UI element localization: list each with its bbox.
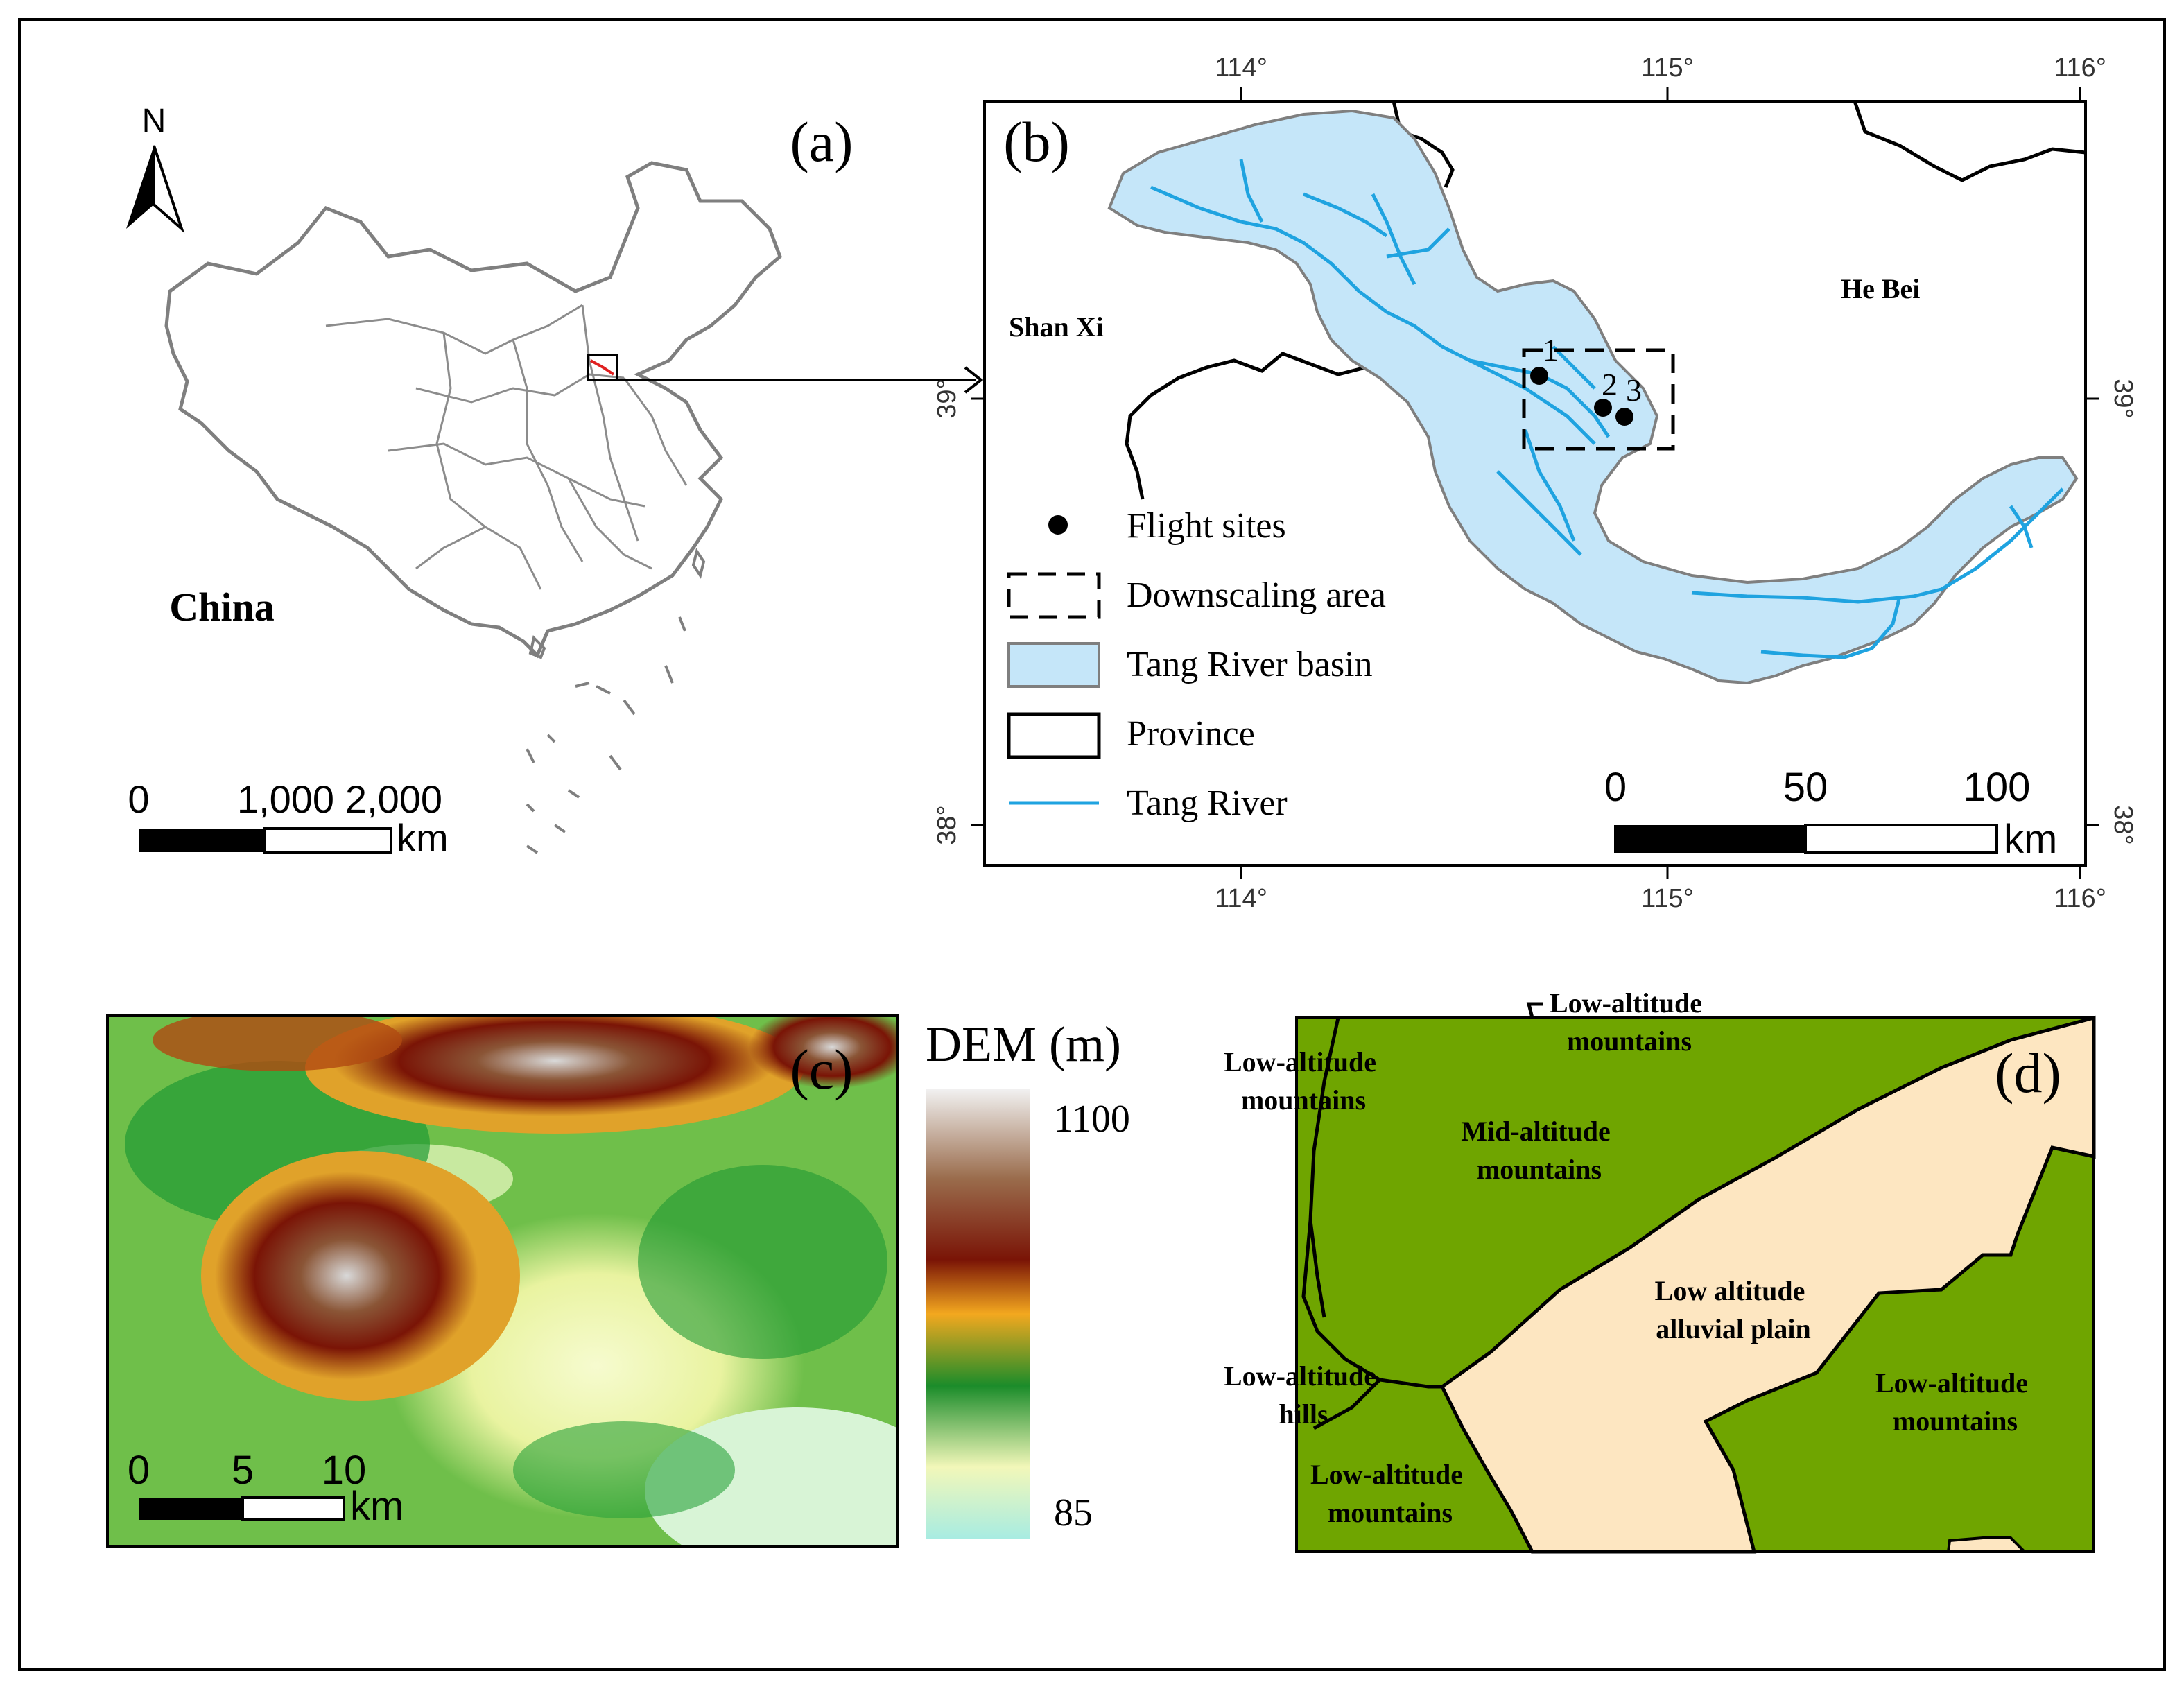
connector-arrow-head (964, 366, 984, 394)
scalebar-a-unit: km (397, 816, 449, 860)
panel-b-label: (b) (1003, 110, 1070, 173)
zone-label-hills: Low-altitude hills (1224, 1360, 1383, 1430)
country-label: China (169, 584, 275, 630)
legend-flight-sites-label: Flight sites (1127, 506, 1286, 546)
panel-b: 114° 115° 116° 114° 115° 116° 39° 38° 39… (933, 53, 2138, 913)
dem-legend-min: 85 (1054, 1491, 1093, 1534)
scalebar-b-unit: km (2004, 817, 2057, 862)
province-label-shanxi: Shan Xi (1009, 311, 1104, 343)
zone-label-top-mountains: Low-altitude mountains (1550, 987, 1709, 1057)
legend-province-label: Province (1127, 714, 1255, 754)
dem-legend-title: DEM (m) (926, 1016, 1121, 1072)
zone-label-right-mountains: Low-altitude mountains (1875, 1367, 2035, 1437)
scalebar-a-black (139, 829, 265, 852)
flight-site-2 (1594, 399, 1612, 417)
zone-label-alluvial-plain: Low altitude alluvial plain (1655, 1275, 1812, 1344)
top-tick-114: 114° (1215, 53, 1267, 83)
site-number-3: 3 (1626, 372, 1642, 408)
scalebar-b-black (1614, 825, 1805, 853)
bottom-tick-116: 116° (2054, 884, 2106, 913)
zone-label-mid-mountains: Mid-altitude mountains (1461, 1116, 1618, 1185)
site-number-1: 1 (1543, 332, 1559, 367)
scalebar-c-unit: km (350, 1484, 404, 1529)
tang-river-basin (1107, 109, 2079, 685)
panel-d-label: (d) (1995, 1041, 2061, 1105)
scalebar-c-tick-2: 10 (322, 1448, 367, 1493)
study-area-basin-mark (590, 359, 615, 376)
left-tick-39: 39° (933, 379, 962, 418)
right-tick-39: 39° (2108, 379, 2138, 418)
north-arrow-icon (126, 146, 154, 229)
scalebar-c-tick-0: 0 (128, 1448, 150, 1493)
bottom-tick-114: 114° (1215, 884, 1267, 913)
downscaling-area-box (1522, 348, 1675, 451)
islands (526, 548, 706, 854)
landform-boundaries (1301, 1002, 1543, 1430)
legend-downscaling-icon (1007, 572, 1101, 619)
site-number-2: 2 (1602, 367, 1618, 402)
study-area-box (587, 354, 618, 381)
china-outline (164, 161, 782, 659)
scalebar-b-tick-2: 100 (1964, 765, 2031, 810)
zone-label-left-mountains: Low-altitude mountains (1224, 1046, 1383, 1116)
legend-downscaling-label: Downscaling area (1127, 575, 1386, 615)
legend-river-label: Tang River (1127, 783, 1288, 823)
scalebar-a-tick-2: 2,000 (345, 777, 442, 821)
tang-river-lines (1150, 159, 2064, 659)
panel-a: N (a) China 0 1,000 2,000 km (126, 103, 984, 860)
scalebar-b-tick-0: 0 (1604, 765, 1627, 810)
dem-color-ramp (926, 1089, 1030, 1539)
panel-d: (d) Low-altitude mountains Low-altitude … (1224, 987, 2096, 1554)
scalebar-a-tick-0: 0 (128, 777, 149, 821)
province-lines (325, 304, 688, 590)
flight-site-1 (1530, 367, 1548, 385)
panel-d-frame (1295, 1016, 2095, 1553)
figure-border (18, 18, 2166, 1671)
flight-site-3 (1615, 408, 1633, 426)
top-tick-115: 115° (1641, 53, 1694, 83)
province-label-hebei: He Bei (1841, 273, 1920, 304)
scalebar-b-tick-1: 50 (1783, 765, 1828, 810)
panel-c-label: (c) (790, 1038, 853, 1101)
legend-province-icon (1007, 712, 1101, 759)
dem-legend-max: 1100 (1054, 1098, 1130, 1141)
scalebar-c-black (139, 1498, 243, 1520)
scalebar-a-white (263, 827, 392, 854)
north-label: N (142, 103, 166, 139)
panel-c: (c) 0 5 10 km DEM (m) 1100 85 (106, 1014, 1130, 1548)
scalebar-a-tick-1: 1,000 (237, 777, 334, 821)
panel-a-label: (a) (790, 110, 853, 173)
scalebar-c-tick-1: 5 (232, 1448, 254, 1493)
bottom-tick-115: 115° (1641, 884, 1694, 913)
scalebar-c-white (241, 1496, 345, 1521)
legend-basin-label: Tang River basin (1127, 645, 1373, 684)
left-tick-38: 38° (933, 805, 962, 844)
scalebar-b-white (1804, 824, 1998, 854)
zone-label-bottom-mountains: Low-altitude mountains (1310, 1459, 1470, 1528)
top-tick-116: 116° (2054, 53, 2106, 83)
panel-c-frame (106, 1014, 899, 1548)
legend-basin-icon (1007, 642, 1100, 688)
right-tick-38: 38° (2108, 805, 2138, 844)
legend-flight-sites-icon (1048, 515, 1068, 535)
